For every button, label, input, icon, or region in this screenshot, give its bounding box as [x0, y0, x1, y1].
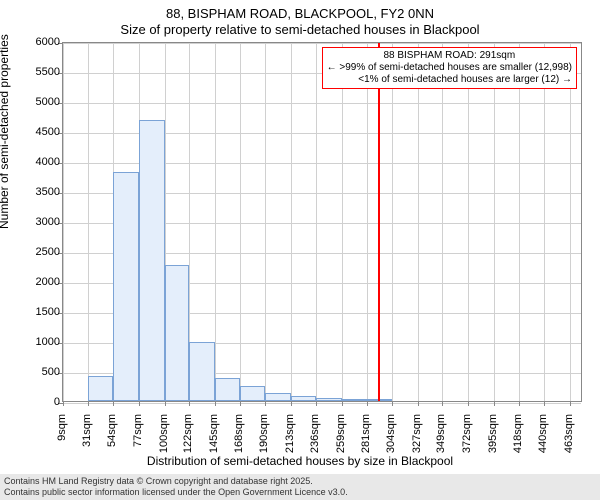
- x-tick-mark: [63, 401, 64, 406]
- grid-line-v: [544, 43, 545, 401]
- grid-line-v: [215, 43, 216, 401]
- x-tick-label: 145sqm: [208, 414, 220, 464]
- x-tick-label: 77sqm: [132, 414, 144, 464]
- x-tick-mark: [215, 401, 216, 406]
- x-tick-label: 213sqm: [284, 414, 296, 464]
- x-tick-mark: [113, 401, 114, 406]
- grid-line-h: [63, 43, 581, 44]
- histogram-bar: [139, 120, 165, 401]
- histogram-chart: 88, BISPHAM ROAD, BLACKPOOL, FY2 0NN Siz…: [0, 0, 600, 500]
- chart-title-line2: Size of property relative to semi-detach…: [0, 22, 600, 37]
- histogram-bar: [88, 376, 114, 401]
- x-tick-mark: [367, 401, 368, 406]
- grid-line-v: [240, 43, 241, 401]
- histogram-bar: [316, 398, 342, 401]
- annotation-line1: 88 BISPHAM ROAD: 291sqm: [327, 50, 572, 62]
- x-tick-label: 236sqm: [309, 414, 321, 464]
- x-tick-label: 372sqm: [461, 414, 473, 464]
- y-tick-label: 6000: [10, 36, 60, 48]
- histogram-bar: [265, 393, 291, 401]
- x-tick-mark: [392, 401, 393, 406]
- x-tick-mark: [570, 401, 571, 406]
- x-tick-label: 395sqm: [487, 414, 499, 464]
- x-tick-label: 190sqm: [258, 414, 270, 464]
- marker-line: [378, 43, 380, 401]
- grid-line-v: [342, 43, 343, 401]
- histogram-bar: [215, 378, 241, 401]
- x-tick-mark: [316, 401, 317, 406]
- grid-line-v: [494, 43, 495, 401]
- chart-footer: Contains HM Land Registry data © Crown c…: [0, 474, 600, 500]
- grid-line-v: [316, 43, 317, 401]
- x-tick-label: 31sqm: [81, 414, 93, 464]
- y-tick-label: 3000: [10, 216, 60, 228]
- y-tick-label: 0: [10, 396, 60, 408]
- grid-line-v: [570, 43, 571, 401]
- histogram-bar: [113, 172, 139, 401]
- plot-area: 88 BISPHAM ROAD: 291sqm← >99% of semi-de…: [62, 42, 582, 402]
- y-tick-label: 2000: [10, 276, 60, 288]
- grid-line-v: [265, 43, 266, 401]
- y-tick-label: 1500: [10, 306, 60, 318]
- x-tick-label: 54sqm: [106, 414, 118, 464]
- x-tick-mark: [418, 401, 419, 406]
- histogram-bar: [189, 342, 215, 401]
- histogram-bar: [240, 386, 265, 401]
- x-tick-label: 418sqm: [512, 414, 524, 464]
- x-tick-mark: [265, 401, 266, 406]
- grid-line-v: [63, 43, 64, 401]
- footer-line2: Contains public sector information licen…: [4, 487, 596, 498]
- x-tick-label: 9sqm: [56, 414, 68, 464]
- y-tick-label: 3500: [10, 186, 60, 198]
- x-tick-label: 327sqm: [411, 414, 423, 464]
- x-tick-mark: [442, 401, 443, 406]
- x-tick-mark: [342, 401, 343, 406]
- x-tick-label: 100sqm: [158, 414, 170, 464]
- grid-line-v: [291, 43, 292, 401]
- x-tick-mark: [88, 401, 89, 406]
- y-tick-label: 1000: [10, 336, 60, 348]
- x-tick-mark: [139, 401, 140, 406]
- x-tick-mark: [468, 401, 469, 406]
- grid-line-v: [88, 43, 89, 401]
- grid-line-v: [468, 43, 469, 401]
- x-tick-label: 122sqm: [182, 414, 194, 464]
- x-tick-label: 168sqm: [233, 414, 245, 464]
- y-tick-label: 5000: [10, 96, 60, 108]
- x-tick-mark: [240, 401, 241, 406]
- y-tick-label: 4500: [10, 126, 60, 138]
- annotation-line2: ← >99% of semi-detached houses are small…: [327, 62, 572, 74]
- x-tick-label: 349sqm: [435, 414, 447, 464]
- x-tick-mark: [165, 401, 166, 406]
- grid-line-v: [418, 43, 419, 401]
- histogram-bar: [342, 399, 367, 401]
- grid-line-v: [519, 43, 520, 401]
- x-tick-label: 281sqm: [360, 414, 372, 464]
- annotation-box: 88 BISPHAM ROAD: 291sqm← >99% of semi-de…: [322, 47, 577, 89]
- histogram-bar: [165, 265, 190, 401]
- grid-line-h: [63, 403, 581, 404]
- grid-line-v: [367, 43, 368, 401]
- x-tick-mark: [544, 401, 545, 406]
- x-tick-label: 463sqm: [563, 414, 575, 464]
- histogram-bar: [291, 396, 317, 401]
- x-tick-mark: [519, 401, 520, 406]
- grid-line-v: [392, 43, 393, 401]
- grid-line-v: [442, 43, 443, 401]
- y-tick-label: 4000: [10, 156, 60, 168]
- x-tick-label: 440sqm: [537, 414, 549, 464]
- x-tick-mark: [494, 401, 495, 406]
- x-tick-mark: [291, 401, 292, 406]
- x-tick-mark: [189, 401, 190, 406]
- y-tick-label: 500: [10, 366, 60, 378]
- y-tick-label: 5500: [10, 66, 60, 78]
- grid-line-h: [63, 103, 581, 104]
- footer-line1: Contains HM Land Registry data © Crown c…: [4, 476, 596, 487]
- chart-title-line1: 88, BISPHAM ROAD, BLACKPOOL, FY2 0NN: [0, 6, 600, 21]
- y-tick-label: 2500: [10, 246, 60, 258]
- x-tick-label: 304sqm: [385, 414, 397, 464]
- x-tick-label: 259sqm: [335, 414, 347, 464]
- annotation-line3: <1% of semi-detached houses are larger (…: [327, 74, 572, 86]
